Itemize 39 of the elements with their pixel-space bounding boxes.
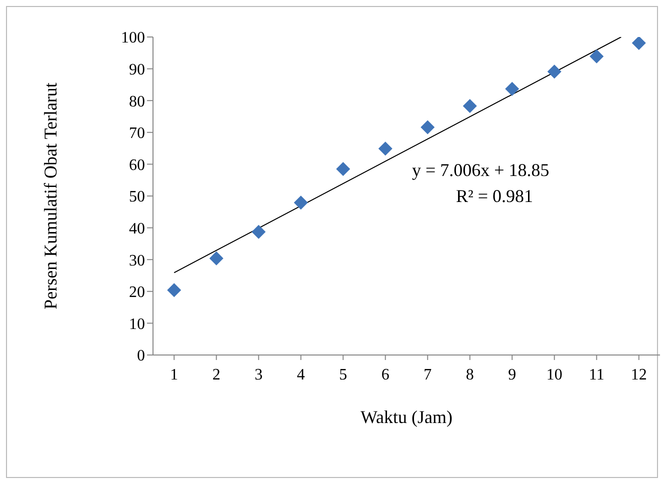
x-tick-label: 12 <box>630 366 647 384</box>
point <box>420 120 435 134</box>
point <box>547 64 562 79</box>
y-tick-label: 100 <box>121 30 145 47</box>
x-axis-title: Waktu (Jam) <box>360 407 453 427</box>
x-tick-label: 11 <box>588 366 604 384</box>
y-tick-label: 60 <box>129 156 145 174</box>
point <box>632 37 646 50</box>
point <box>505 82 520 96</box>
x-tick-label: 5 <box>339 366 348 384</box>
x-tick-label: 4 <box>296 366 305 384</box>
point <box>336 162 350 176</box>
y-tick-label: 30 <box>129 252 145 270</box>
y-tick-label: 20 <box>129 284 145 302</box>
annotation: y = 7.006x + 18.85 <box>412 160 550 181</box>
y-tick-label: 90 <box>129 61 145 78</box>
y-axis-title: Persen Kumulatif Obat Terlarut <box>40 82 60 310</box>
point <box>167 283 182 298</box>
point <box>294 196 308 210</box>
y-tick-label: 70 <box>129 125 145 142</box>
point <box>252 224 266 239</box>
point <box>462 99 477 114</box>
y-tick-label: 50 <box>129 188 145 206</box>
x-tick-label: 2 <box>212 366 220 384</box>
point <box>378 142 392 156</box>
y-tick-label: 10 <box>129 316 145 333</box>
x-tick-label: 9 <box>508 366 516 384</box>
x-tick-label: 7 <box>424 366 432 384</box>
x-tick-label: 1 <box>170 366 178 384</box>
y-tick-label: 0 <box>137 348 145 365</box>
y-tick-label: 80 <box>129 93 145 110</box>
point <box>590 49 604 64</box>
point <box>209 251 224 266</box>
annotation: R² = 0.981 <box>456 186 534 207</box>
y-tick-label: 40 <box>129 220 145 238</box>
x-tick-label: 8 <box>466 366 474 384</box>
x-tick-label: 6 <box>381 366 390 384</box>
x-tick-label: 3 <box>254 366 263 384</box>
x-tick-label: 10 <box>546 366 562 384</box>
